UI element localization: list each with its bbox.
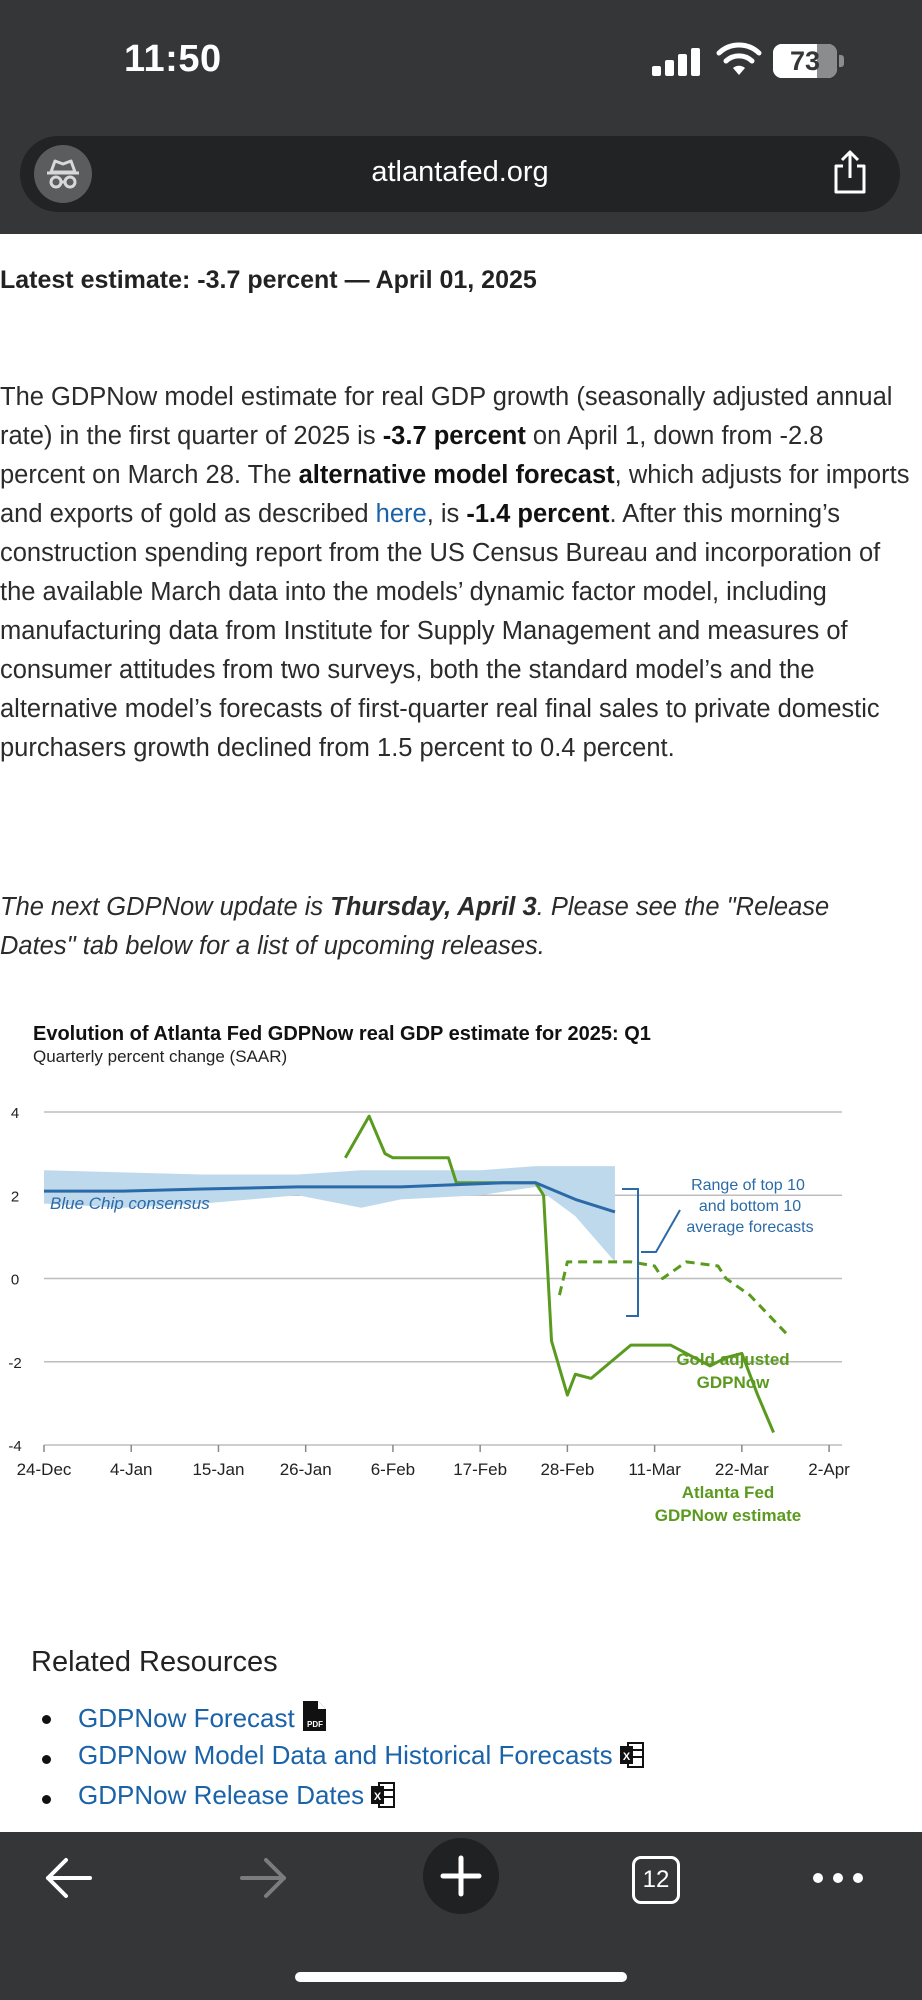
list-item[interactable]: GDPNow Forecast PDF bbox=[42, 1700, 645, 1740]
cellular-signal-icon bbox=[652, 46, 702, 76]
forecast-range-band bbox=[44, 1166, 615, 1262]
estimate-paragraph: The GDPNow model estimate for real GDP g… bbox=[0, 383, 910, 762]
bluechip-line bbox=[44, 1181, 616, 1214]
incognito-button[interactable] bbox=[34, 145, 92, 203]
range-pointer bbox=[641, 1209, 681, 1253]
x-tick-label: 24-Dec bbox=[17, 1460, 72, 1479]
x-tick-label: 11-Mar bbox=[628, 1460, 681, 1479]
y-tick-label: 2 bbox=[11, 1188, 19, 1205]
gdpnow-model-data-link[interactable]: GDPNow Model Data and Historical Forecas… bbox=[78, 1740, 613, 1770]
gold-label-2: GDPNow bbox=[697, 1373, 771, 1392]
here-link[interactable]: here bbox=[375, 500, 427, 528]
related-resources-list: GDPNow Forecast PDF GDPNow Model Data and… bbox=[42, 1700, 645, 1820]
x-tick-label: 6-Feb bbox=[371, 1460, 415, 1479]
list-item[interactable]: GDPNow Release Dates X bbox=[42, 1780, 645, 1820]
incognito-icon bbox=[47, 159, 79, 189]
range-bracket bbox=[622, 1188, 639, 1317]
browser-bottom-toolbar: 12 bbox=[0, 1832, 922, 2000]
gdpnow-line bbox=[344, 1114, 775, 1434]
latest-estimate: Latest estimate: -3.7 percent — April 01… bbox=[0, 266, 537, 294]
range-band-area bbox=[44, 1166, 615, 1262]
x-tick-label: 26-Jan bbox=[280, 1460, 332, 1479]
status-time: 11:50 bbox=[124, 38, 222, 80]
x-axis: 24-Dec 4-Jan 15-Jan 26-Jan 6-Feb 17-Feb 28-Feb… bbox=[17, 1444, 850, 1479]
forward-arrow-icon[interactable] bbox=[238, 1856, 290, 1900]
y-tick-label: 0 bbox=[11, 1272, 19, 1289]
gdpnow-forecast-link[interactable]: GDPNow Forecast bbox=[78, 1703, 295, 1733]
battery-nub bbox=[839, 55, 844, 67]
related-resources-title: Related Resources bbox=[31, 1646, 278, 1678]
atl-label-1: Atlanta Fed bbox=[682, 1483, 775, 1502]
browser-top-bar: 11:50 73 atlantafed.org bbox=[0, 0, 922, 234]
excel-icon: X bbox=[371, 1782, 396, 1808]
svg-text:PDF: PDF bbox=[307, 1720, 323, 1729]
x-tick-label: 17-Feb bbox=[453, 1460, 507, 1479]
next-update-note: The next GDPNow update is Thursday, Apri… bbox=[0, 893, 830, 960]
chart-subtitle: Quarterly percent change (SAAR) bbox=[33, 1047, 287, 1066]
chart-title: Evolution of Atlanta Fed GDPNow real GDP… bbox=[33, 1023, 651, 1045]
url-text[interactable]: atlantafed.org bbox=[371, 156, 549, 188]
list-item[interactable]: GDPNow Model Data and Historical Forecas… bbox=[42, 1740, 645, 1780]
gold-line bbox=[557, 1260, 791, 1338]
x-tick-label: 28-Feb bbox=[540, 1460, 594, 1479]
plus-icon bbox=[440, 1855, 482, 1897]
gold-label-1: Gold adjusted bbox=[676, 1350, 789, 1369]
home-indicator bbox=[295, 1972, 627, 1982]
x-tick-label: 22-Mar bbox=[715, 1460, 769, 1479]
address-bar[interactable]: atlantafed.org bbox=[20, 136, 900, 212]
new-tab-button[interactable] bbox=[423, 1838, 499, 1914]
atl-label-2: GDPNow estimate bbox=[655, 1506, 801, 1525]
excel-icon: X bbox=[619, 1742, 644, 1768]
x-tick-label: 15-Jan bbox=[192, 1460, 244, 1479]
blue-chip-label: Blue Chip consensus bbox=[50, 1194, 210, 1213]
battery-empty bbox=[817, 44, 837, 78]
x-tick-label: 4-Jan bbox=[110, 1460, 153, 1479]
y-tick-label: -4 bbox=[8, 1438, 21, 1455]
range-label-3: average forecasts bbox=[686, 1219, 813, 1236]
battery-percent: 73 bbox=[789, 46, 821, 76]
tab-count-button[interactable]: 12 bbox=[632, 1856, 680, 1904]
pdf-icon: PDF bbox=[302, 1701, 326, 1731]
battery-icon: 73 bbox=[773, 44, 844, 78]
range-label-1: Range of top 10 bbox=[691, 1177, 805, 1194]
gdpnow-release-dates-link[interactable]: GDPNow Release Dates bbox=[78, 1780, 365, 1810]
y-tick-label: -2 bbox=[8, 1355, 21, 1372]
range-label-2: and bottom 10 bbox=[699, 1198, 801, 1215]
battery-fill bbox=[773, 44, 818, 78]
share-icon[interactable] bbox=[830, 150, 870, 196]
svg-text:X: X bbox=[374, 1791, 382, 1803]
chart-series bbox=[44, 1114, 791, 1434]
back-arrow-icon[interactable] bbox=[42, 1856, 94, 1900]
y-tick-label: 4 bbox=[11, 1105, 19, 1122]
chart-annotations: Blue Chip consensus Range of top 10 and … bbox=[50, 1177, 814, 1525]
wifi-icon bbox=[716, 42, 762, 75]
more-options-icon[interactable] bbox=[812, 1872, 864, 1884]
gdpnow-chart: Evolution of Atlanta Fed GDPNow real GDP… bbox=[8, 1023, 850, 1525]
svg-text:X: X bbox=[622, 1751, 630, 1763]
x-tick-label: 2-Apr bbox=[808, 1460, 850, 1479]
